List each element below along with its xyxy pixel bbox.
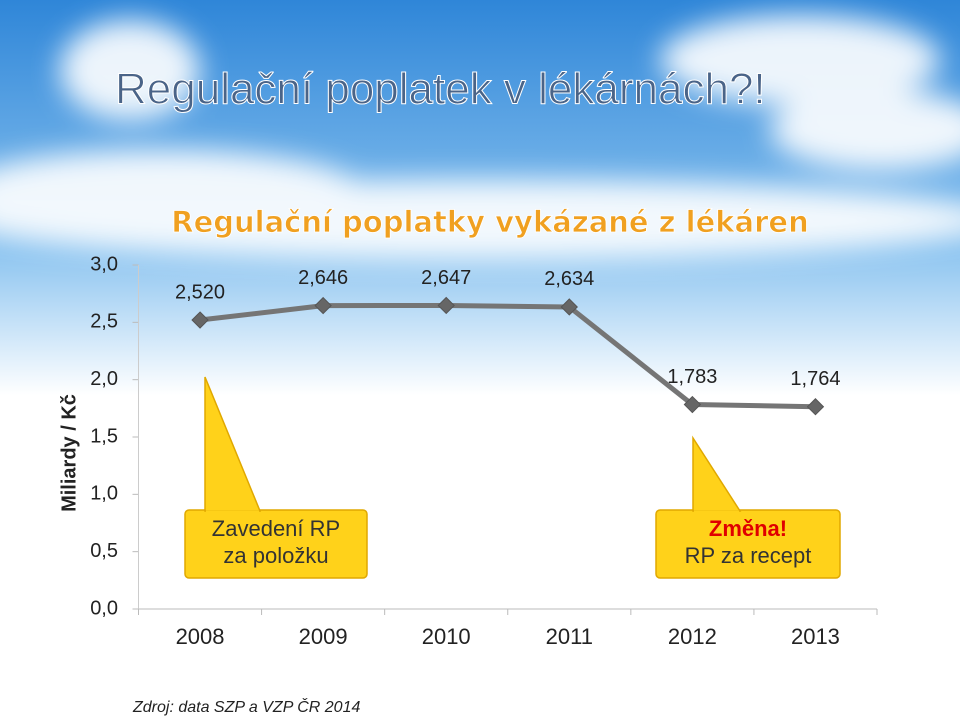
x-tick-label: 2008 [176, 624, 225, 649]
y-tick-label: 1,0 [90, 483, 118, 505]
marker [560, 298, 578, 316]
y-tick-label: 0,5 [90, 540, 118, 562]
callout: Změna!RP za recept [655, 435, 841, 579]
value-label: 2,646 [298, 267, 348, 289]
y-tick-label: 2,5 [90, 311, 118, 333]
marker [437, 296, 455, 315]
slide-title: Regulační poplatek v lékárnách?! [115, 65, 766, 114]
y-tick-label: 1,5 [90, 425, 118, 447]
clouds [0, 15, 960, 260]
chart-title: Regulační poplatky vykázané z lékáren [171, 205, 808, 239]
value-label: 1,783 [667, 366, 717, 388]
y-tick-label: 2,0 [90, 368, 118, 390]
x-tick-label: 2013 [791, 624, 840, 649]
callout-cover [694, 510, 739, 514]
callout-text: za položku [223, 543, 328, 568]
callout-cover [206, 510, 259, 514]
value-label: 2,647 [421, 267, 471, 289]
value-label: 2,520 [175, 281, 225, 303]
x-tick-label: 2009 [299, 624, 348, 649]
marker [806, 398, 825, 416]
value-label: 1,764 [790, 368, 840, 390]
y-axis-label: Miliardy / Kč [58, 394, 80, 512]
x-tick-label: 2010 [422, 624, 471, 649]
y-tick-label: 0,0 [90, 597, 118, 619]
callout-box [184, 509, 368, 579]
callout-box [655, 509, 841, 579]
line [199, 302, 816, 410]
callout-text: RP za recept [685, 543, 812, 568]
source: Zdroj: data SZP a VZP ČR 2014 [132, 697, 360, 716]
marker [191, 311, 209, 329]
x-tick-label: 2012 [668, 624, 717, 649]
callout-text: Změna! [709, 516, 787, 541]
value-label: 2,634 [544, 268, 594, 290]
marker [314, 296, 332, 315]
marker [683, 395, 702, 414]
y-tick-label: 3,0 [90, 253, 118, 275]
x-tick-label: 2011 [546, 624, 593, 649]
callout-text: Zavedení RP [212, 516, 340, 541]
